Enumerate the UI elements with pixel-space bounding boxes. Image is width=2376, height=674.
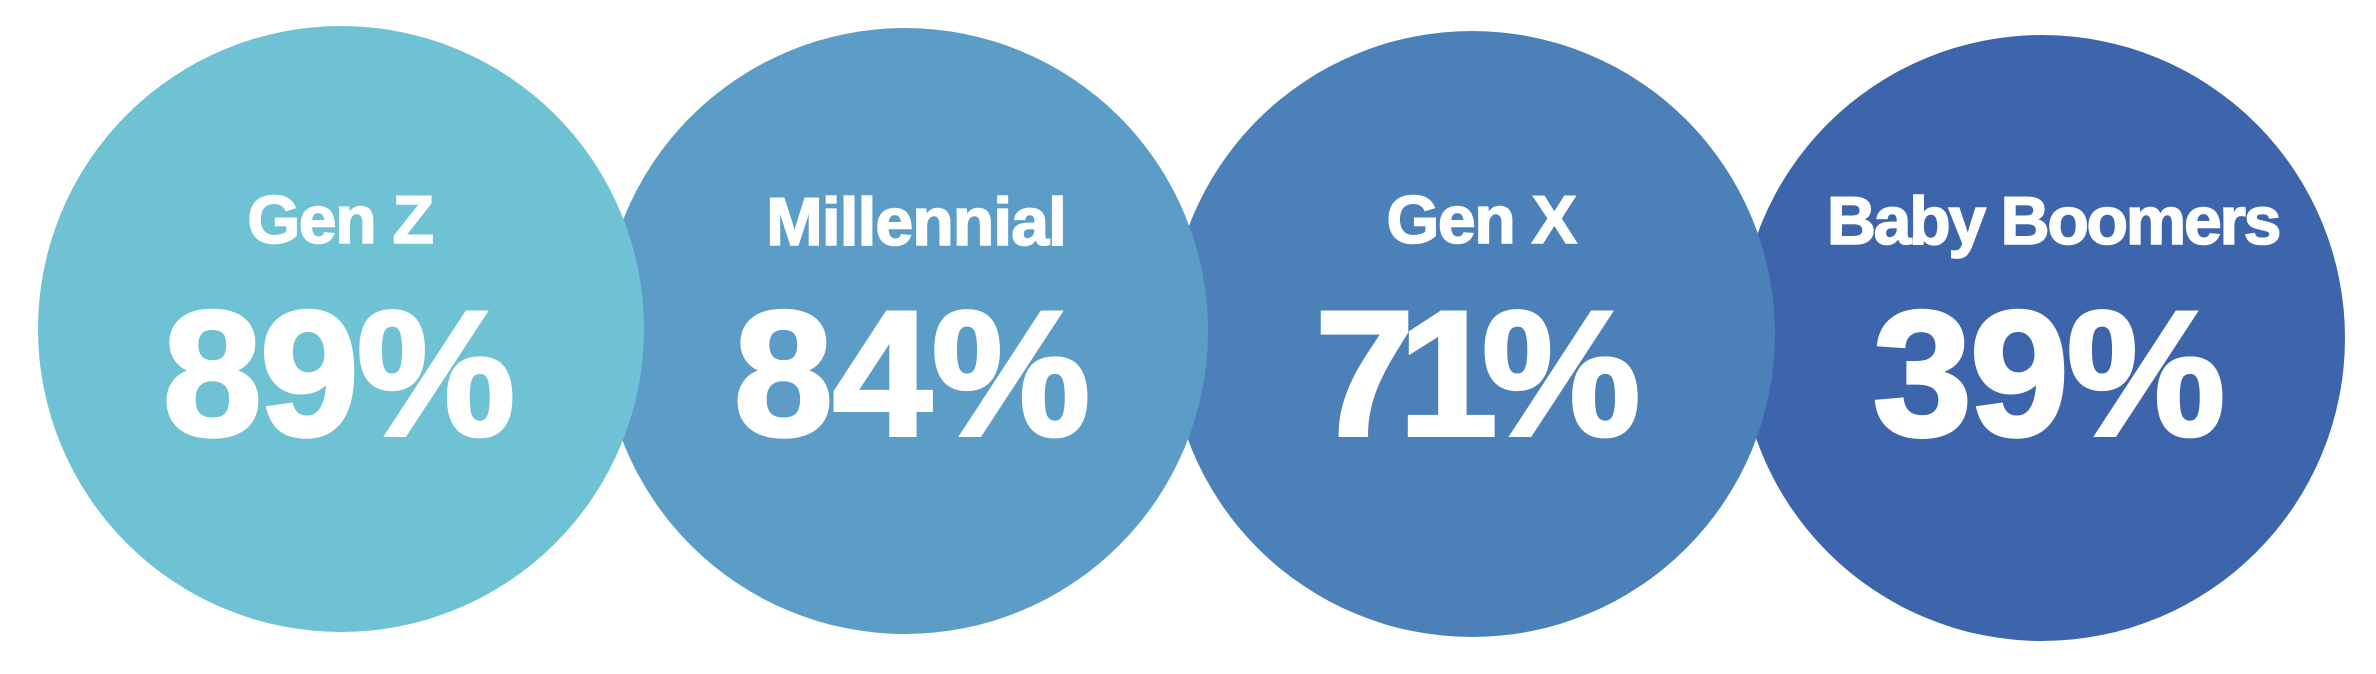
circle-gen-z-label: Gen Z — [247, 182, 435, 258]
circle-millennial-label: Millennial — [765, 184, 1067, 260]
circle-gen-x-label: Gen X — [1386, 182, 1578, 258]
circle-baby-boomers-value: 39% — [1871, 274, 2227, 473]
circle-gen-x-value: 71% — [1313, 274, 1642, 473]
circle-baby-boomers: Baby Boomers 39% — [1739, 35, 2345, 641]
circle-baby-boomers-label: Baby Boomers — [1826, 183, 2282, 259]
circle-millennial: Millennial 84% — [602, 28, 1208, 634]
circle-gen-z: Gen Z 89% — [38, 26, 644, 632]
circle-gen-z-value: 89% — [161, 274, 517, 473]
circle-gen-x: Gen X 71% — [1169, 31, 1775, 637]
circle-millennial-value: 84% — [732, 274, 1092, 473]
